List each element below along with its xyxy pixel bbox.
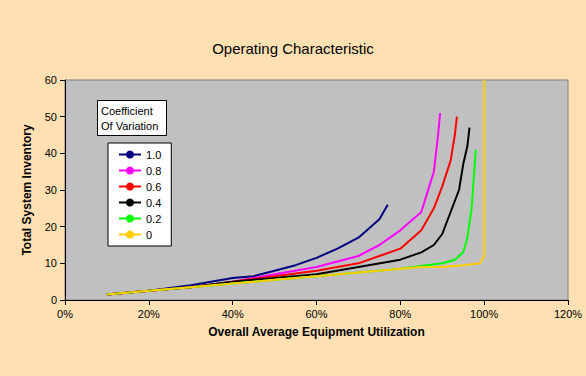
svg-text:40%: 40% [222,308,244,320]
svg-text:0: 0 [146,229,152,241]
svg-text:40: 40 [45,147,57,159]
svg-text:0.2: 0.2 [146,213,161,225]
svg-text:10: 10 [45,257,57,269]
svg-text:Operating Characteristic: Operating Characteristic [212,40,374,57]
svg-text:30: 30 [45,184,57,196]
svg-text:60: 60 [45,74,57,86]
svg-text:Coefficient: Coefficient [101,105,156,117]
svg-text:0.4: 0.4 [146,197,161,209]
svg-text:0: 0 [51,294,57,306]
svg-text:0%: 0% [57,308,73,320]
svg-text:20: 20 [45,221,57,233]
svg-text:100%: 100% [470,308,498,320]
svg-text:120%: 120% [554,308,582,320]
svg-text:Overall Average Equipment Util: Overall Average Equipment Utilization [208,325,425,339]
svg-text:20%: 20% [138,308,160,320]
svg-text:Total System Inventory: Total System Inventory [20,124,34,255]
svg-text:0.8: 0.8 [146,165,161,177]
svg-text:1.0: 1.0 [146,149,161,161]
svg-text:0.6: 0.6 [146,181,161,193]
svg-text:Of Variation: Of Variation [101,120,158,132]
svg-text:80%: 80% [389,308,411,320]
svg-text:50: 50 [45,111,57,123]
svg-text:60%: 60% [305,308,327,320]
